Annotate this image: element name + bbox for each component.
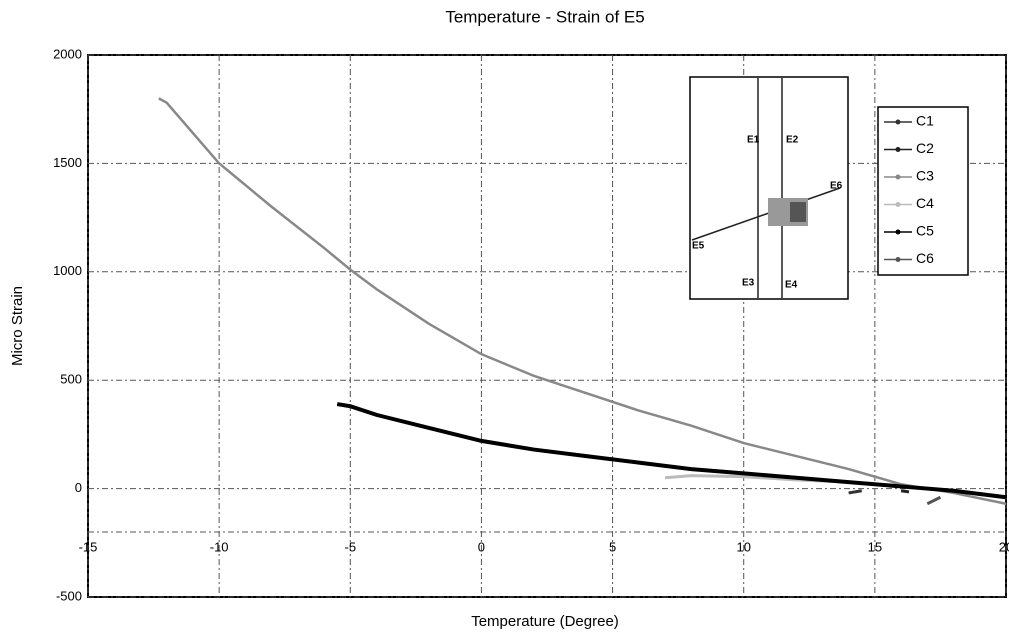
y-tick-label: 1000 xyxy=(53,263,82,278)
y-tick-label: 0 xyxy=(75,480,82,495)
series-line xyxy=(926,495,942,506)
inset-label: E2 xyxy=(786,135,799,146)
inset-diagram: E1 E2 E3 E4 E5 E6 xyxy=(689,76,849,300)
inset-label: E5 xyxy=(692,241,705,252)
inset-frame xyxy=(689,76,849,300)
series-line xyxy=(158,97,1007,506)
x-tick-label: 10 xyxy=(736,539,750,554)
inset-label: E3 xyxy=(742,278,755,289)
y-tick-label: 2000 xyxy=(53,46,82,61)
x-tick-label: 15 xyxy=(868,539,882,554)
inset-label: E4 xyxy=(785,280,798,291)
inset-label: E1 xyxy=(747,135,760,146)
inset-block xyxy=(790,202,806,222)
y-tick-label: 500 xyxy=(60,372,82,387)
series-line xyxy=(336,402,1007,500)
legend-marker xyxy=(895,174,901,180)
legend-label: C1 xyxy=(916,113,934,129)
legend-marker xyxy=(895,147,901,152)
x-tick-label: -10 xyxy=(210,539,229,554)
legend-label: C5 xyxy=(916,223,934,239)
plot-frame xyxy=(87,54,1007,598)
legend-label: C3 xyxy=(916,168,934,184)
legend-marker xyxy=(895,257,901,262)
x-tick-label: -5 xyxy=(345,539,357,554)
legend-marker xyxy=(895,202,901,207)
legend-label: C6 xyxy=(916,250,934,266)
inset-line xyxy=(691,187,841,241)
legend-marker xyxy=(895,119,901,125)
series-line xyxy=(900,489,910,494)
chart-title: Temperature - Strain of E5 xyxy=(445,7,644,26)
inset-label: E6 xyxy=(830,181,843,192)
y-axis-label: Micro Strain xyxy=(9,286,26,366)
x-tick-label: 20 xyxy=(999,539,1009,554)
legend-marker xyxy=(895,229,901,235)
legend-label: C4 xyxy=(916,195,934,211)
x-tick-label: 5 xyxy=(609,539,616,554)
y-tick-label: -500 xyxy=(56,588,82,603)
y-tick-label: 1500 xyxy=(53,155,82,170)
x-tick-label: -15 xyxy=(79,539,98,554)
legend-label: C2 xyxy=(916,140,934,156)
x-tick-label: 0 xyxy=(478,539,485,554)
legend xyxy=(877,106,969,276)
series-line xyxy=(848,489,862,495)
x-axis-label: Temperature (Degree) xyxy=(471,613,619,630)
